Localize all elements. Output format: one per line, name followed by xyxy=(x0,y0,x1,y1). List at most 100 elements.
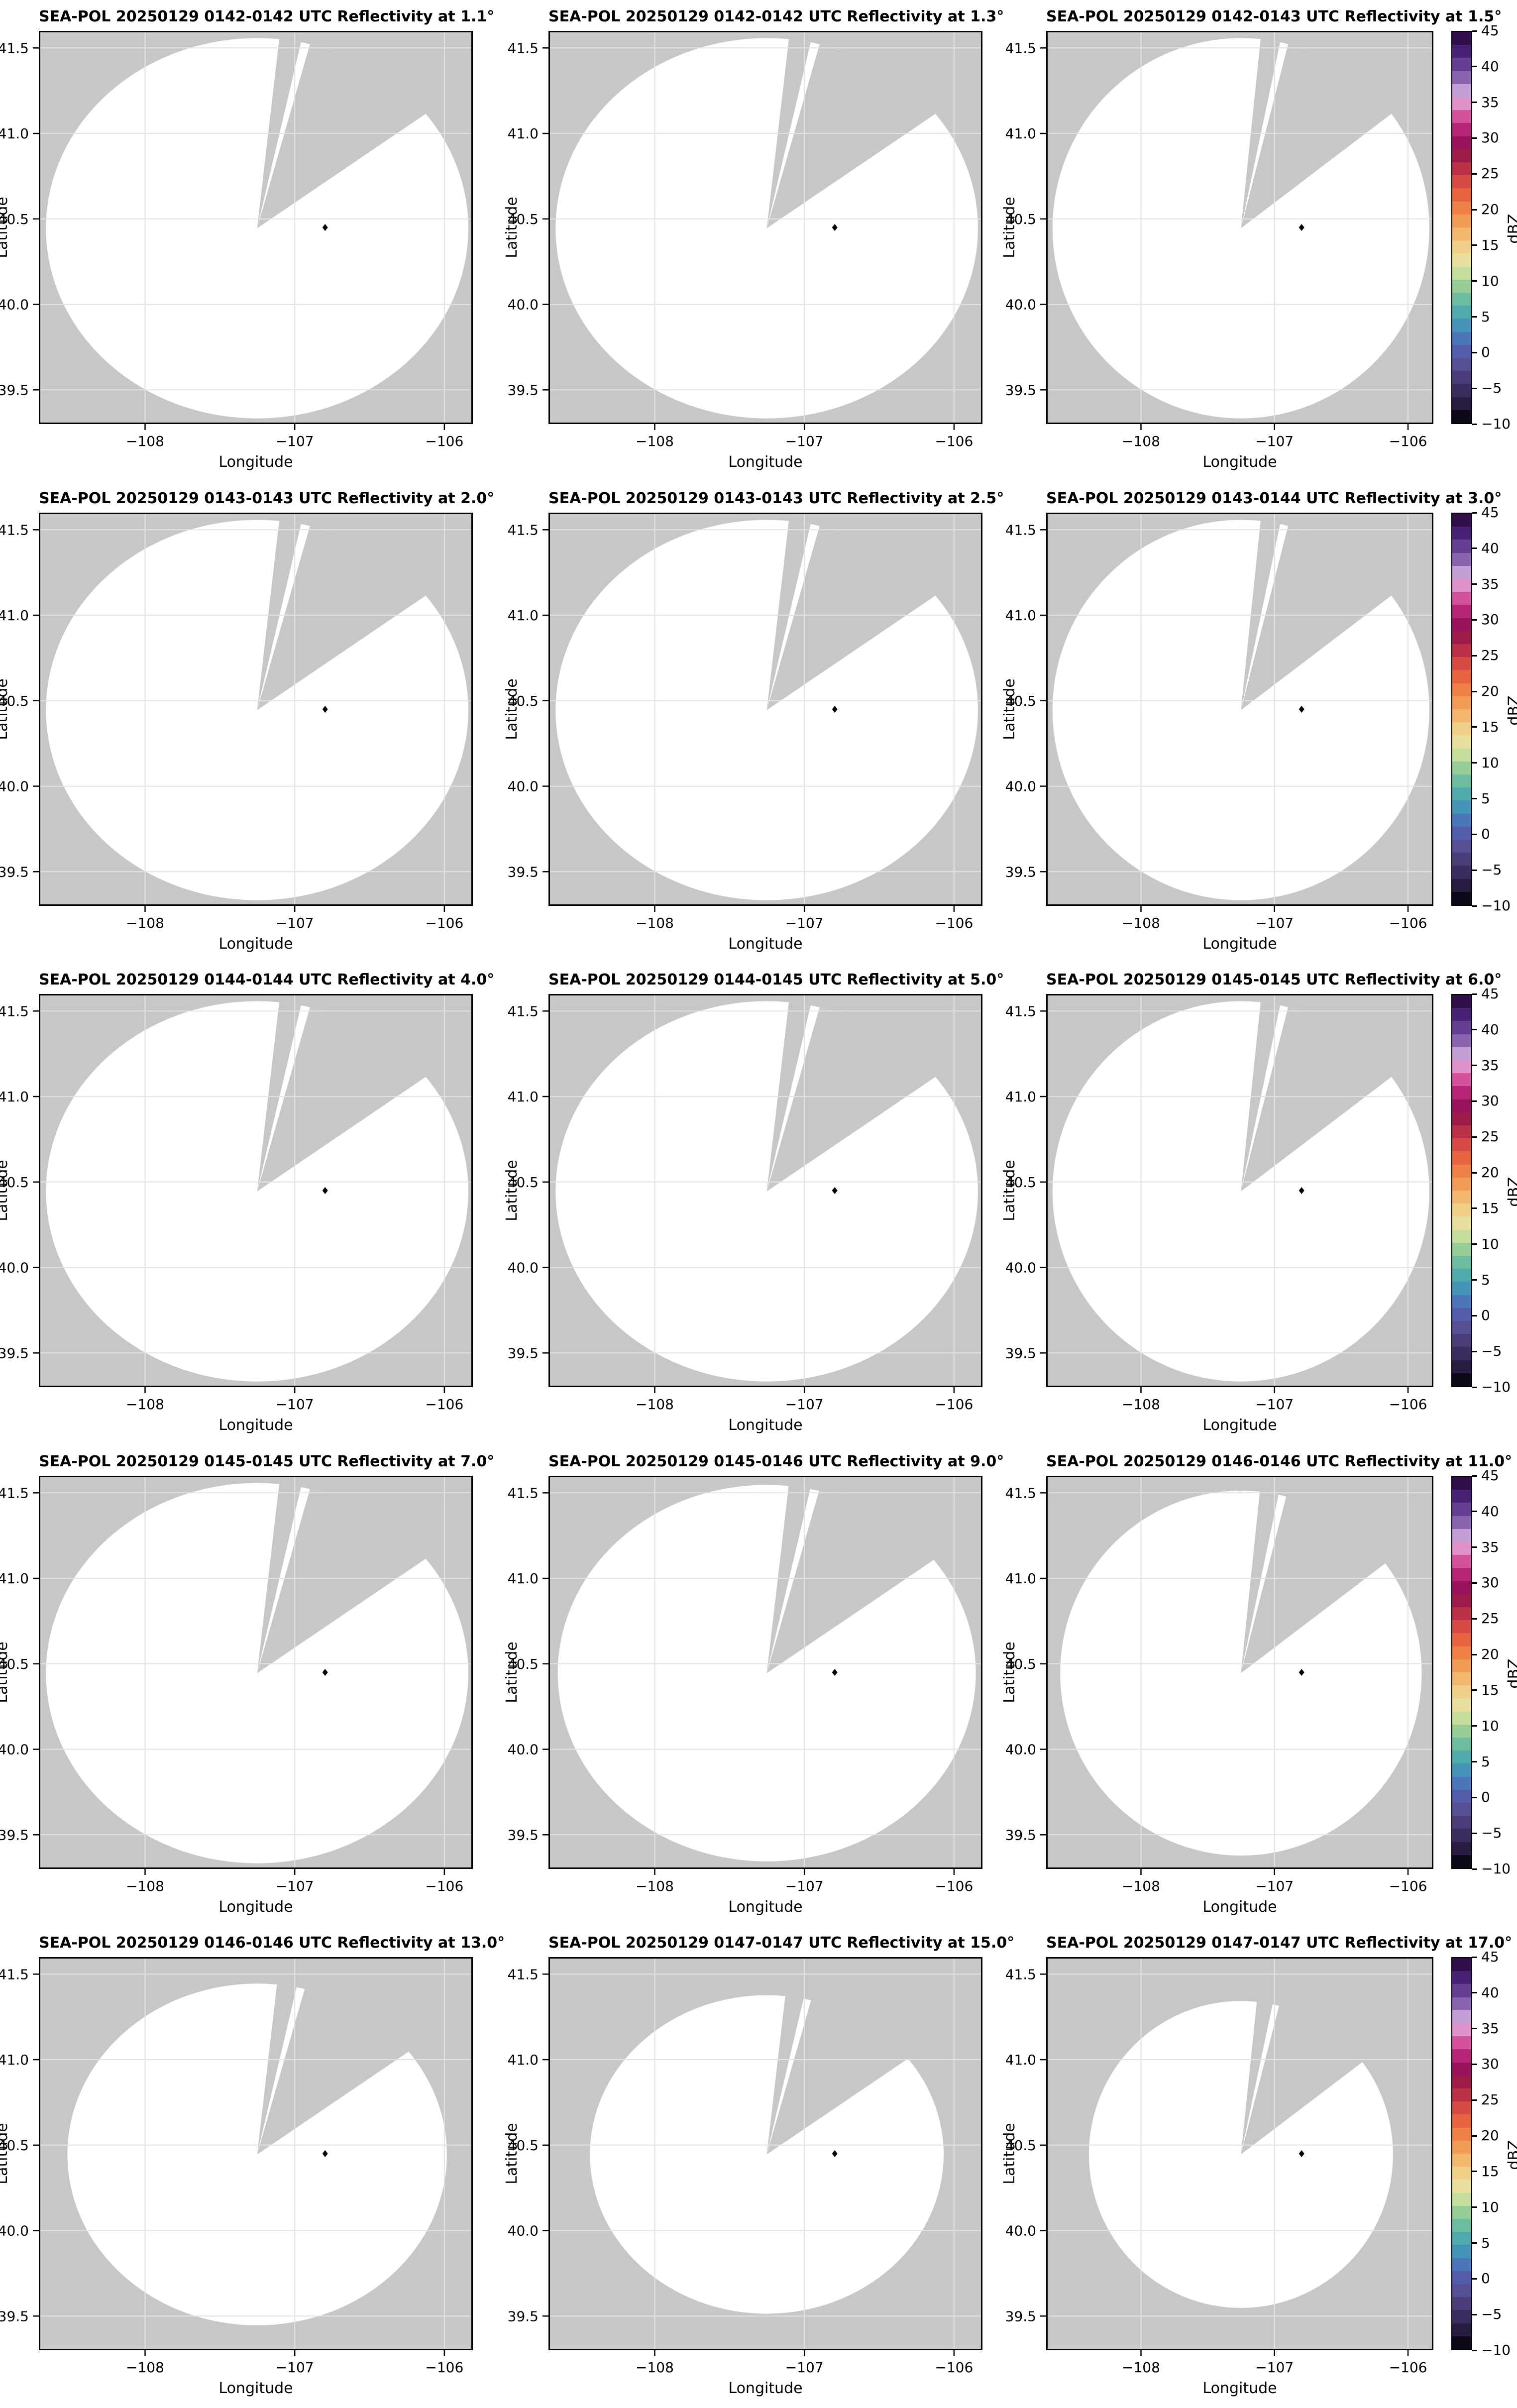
colorbar-band xyxy=(1452,709,1471,723)
panel-title: SEA-POL 20250129 0143-0143 UTC Reflectiv… xyxy=(39,490,495,507)
colorbar-tick-label: 25 xyxy=(1481,1128,1499,1145)
colorbar-tick-label: 15 xyxy=(1481,718,1499,735)
colorbar-tick-label: 0 xyxy=(1481,826,1490,843)
colorbar-tick-mark xyxy=(1472,1832,1477,1834)
y-tick-label: 41.0 xyxy=(0,1089,29,1105)
plot-border xyxy=(1046,994,1433,1387)
x-tick-label: −106 xyxy=(1389,1878,1427,1894)
colorbar-tick-mark xyxy=(1472,1136,1477,1138)
x-tick-label: −107 xyxy=(276,433,314,449)
y-tick-label: 40.0 xyxy=(1005,1260,1036,1276)
y-tick-label: 40.5 xyxy=(1005,2137,1036,2154)
blocked-sector xyxy=(766,38,834,228)
y-tick-label: 40.5 xyxy=(0,1174,29,1191)
x-tick-label: −108 xyxy=(636,1878,674,1894)
colorbar-tick-label: −5 xyxy=(1481,1343,1502,1360)
colorbar-band xyxy=(1452,1711,1471,1725)
colorbar-tick-label: 35 xyxy=(1481,94,1499,110)
colorbar-band xyxy=(1452,175,1471,189)
y-tick-label: 41.5 xyxy=(1005,40,1036,56)
site-marker-dot xyxy=(322,706,328,713)
colorbar-tick-label: 25 xyxy=(1481,647,1499,664)
y-tick-label: 39.5 xyxy=(508,2308,539,2324)
y-tick-label: 41.5 xyxy=(508,1003,539,1019)
colorbar-band xyxy=(1452,605,1471,618)
colorbar-band xyxy=(1452,306,1471,319)
x-tick-label: −108 xyxy=(126,2359,164,2376)
y-tick-label: 41.0 xyxy=(0,1570,29,1587)
colorbar-band xyxy=(1452,331,1471,345)
site-marker-dot xyxy=(832,2150,838,2157)
colorbar-band xyxy=(1452,2062,1471,2076)
colorbar-band xyxy=(1452,123,1471,136)
plot-border xyxy=(39,1957,473,2350)
colorbar-tick-label: 10 xyxy=(1481,754,1499,771)
plot-area: −108 −107 −106 39.5 40.0 40.5 41.0 41.5 Longitud… xyxy=(503,31,982,471)
colorbar-tick-label: 20 xyxy=(1481,2127,1499,2144)
colorbar-tick-mark xyxy=(1472,2135,1477,2137)
colorbar-band xyxy=(1452,2192,1471,2206)
plot-border xyxy=(548,1476,982,1869)
x-tick-label: −108 xyxy=(126,1878,164,1894)
y-tick-label: 41.0 xyxy=(1005,2052,1036,2068)
colorbar-tick-mark xyxy=(1472,1029,1477,1031)
y-axis-label: Latitude xyxy=(503,197,521,258)
blocked-sector xyxy=(257,38,324,228)
x-axis-label: Longitude xyxy=(728,453,802,471)
colorbar-tick-mark xyxy=(1472,583,1477,585)
colorbar-band xyxy=(1452,1581,1471,1594)
colorbar-tick-mark xyxy=(1472,833,1477,835)
blocked-sector xyxy=(766,1995,834,2155)
blocked-sector xyxy=(257,1483,468,1673)
colorbar-band xyxy=(1452,670,1471,683)
colorbar-tick-mark xyxy=(1472,2313,1477,2315)
site-marker-dot xyxy=(832,1187,838,1194)
y-tick-label: 41.5 xyxy=(0,1966,29,1982)
site-marker-dot xyxy=(1299,1669,1304,1676)
x-axis-label: Longitude xyxy=(1202,453,1277,471)
colorbar-band xyxy=(1452,2271,1471,2285)
site-marker-dot xyxy=(832,706,838,713)
colorbar-band xyxy=(1452,2101,1471,2115)
colorbar-band xyxy=(1452,1099,1471,1112)
y-tick-label: 41.5 xyxy=(0,1485,29,1501)
y-tick-label: 40.0 xyxy=(1005,778,1036,795)
plot-area: −108 −107 −106 39.5 40.0 40.5 41.0 41.5 Longitud… xyxy=(0,1957,473,2397)
colorbar-tick-label: 35 xyxy=(1481,575,1499,592)
colorbar-band xyxy=(1452,1269,1471,1282)
y-axis-label: Latitude xyxy=(503,678,521,740)
colorbar-tick-mark xyxy=(1472,655,1477,657)
x-axis-label: Longitude xyxy=(728,2380,802,2397)
colorbar-band xyxy=(1452,592,1471,605)
plot-border xyxy=(1046,1476,1433,1869)
colorbar-band xyxy=(1452,2023,1471,2037)
colorbar-band xyxy=(1452,162,1471,176)
colorbar-tick-label: −5 xyxy=(1481,862,1502,878)
colorbar-band xyxy=(1452,1204,1471,1217)
x-tick-label: −107 xyxy=(1255,915,1294,931)
blocked-sectors xyxy=(257,520,468,710)
y-tick-label: 40.0 xyxy=(1005,297,1036,313)
y-tick-label: 39.5 xyxy=(508,1345,539,1361)
blocked-sector xyxy=(257,520,324,710)
x-axis-label: Longitude xyxy=(1202,1898,1277,1916)
colorbar-tick-mark xyxy=(1472,1279,1477,1281)
colorbar-band xyxy=(1452,1971,1471,1984)
x-tick-label: −106 xyxy=(425,433,463,449)
y-tick-label: 41.0 xyxy=(1005,125,1036,142)
colorbar-tick-label: 5 xyxy=(1481,1271,1490,1288)
colorbar-unit-label: dBZ xyxy=(1505,1658,1517,1689)
colorbar-tick-label: 5 xyxy=(1481,308,1490,325)
colorbar-band xyxy=(1452,1060,1471,1074)
blocked-sector xyxy=(766,520,978,710)
x-axis-label: Longitude xyxy=(218,1898,293,1916)
x-tick-label: −107 xyxy=(785,1878,824,1894)
colorbar-band xyxy=(1452,2075,1471,2089)
y-tick-label: 40.5 xyxy=(508,2137,539,2154)
colorbar-tick-label: 0 xyxy=(1481,1307,1490,1324)
x-tick-label: −106 xyxy=(425,2359,463,2376)
x-tick-label: −107 xyxy=(785,2359,824,2376)
y-tick-label: 40.5 xyxy=(1005,693,1036,709)
colorbar-tick-mark xyxy=(1472,1386,1477,1388)
